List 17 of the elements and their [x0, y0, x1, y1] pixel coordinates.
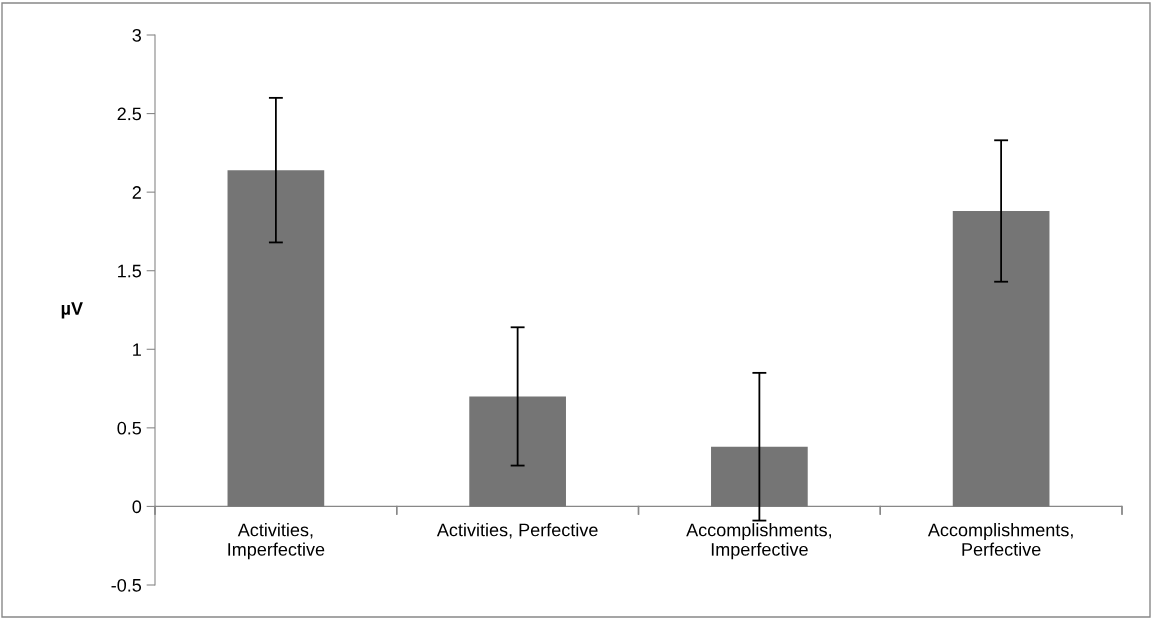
y-tick-label: -0.5: [111, 578, 142, 592]
bar: [711, 446, 808, 507]
y-tick-label: 2.5: [117, 107, 142, 121]
x-tick-label: Accomplishments, Imperfective: [686, 523, 831, 560]
x-tick-label: Accomplishments, Perfective: [927, 523, 1073, 556]
x-tick-label: Activities, Perfective: [436, 523, 598, 539]
y-axis-title: µV: [61, 302, 83, 319]
bar: [227, 170, 325, 507]
y-tick-label: 2: [132, 186, 141, 199]
x-tick-label: Activities, Imperfective: [228, 523, 325, 560]
y-tick-label: 3: [132, 28, 142, 42]
y-tick-label: 1: [133, 343, 141, 356]
bar: [952, 211, 1050, 507]
y-tick-label: 0.5: [117, 421, 142, 435]
bar: [469, 396, 566, 507]
y-tick-label: 0: [132, 500, 142, 514]
y-tick-label: 1.5: [118, 264, 142, 278]
